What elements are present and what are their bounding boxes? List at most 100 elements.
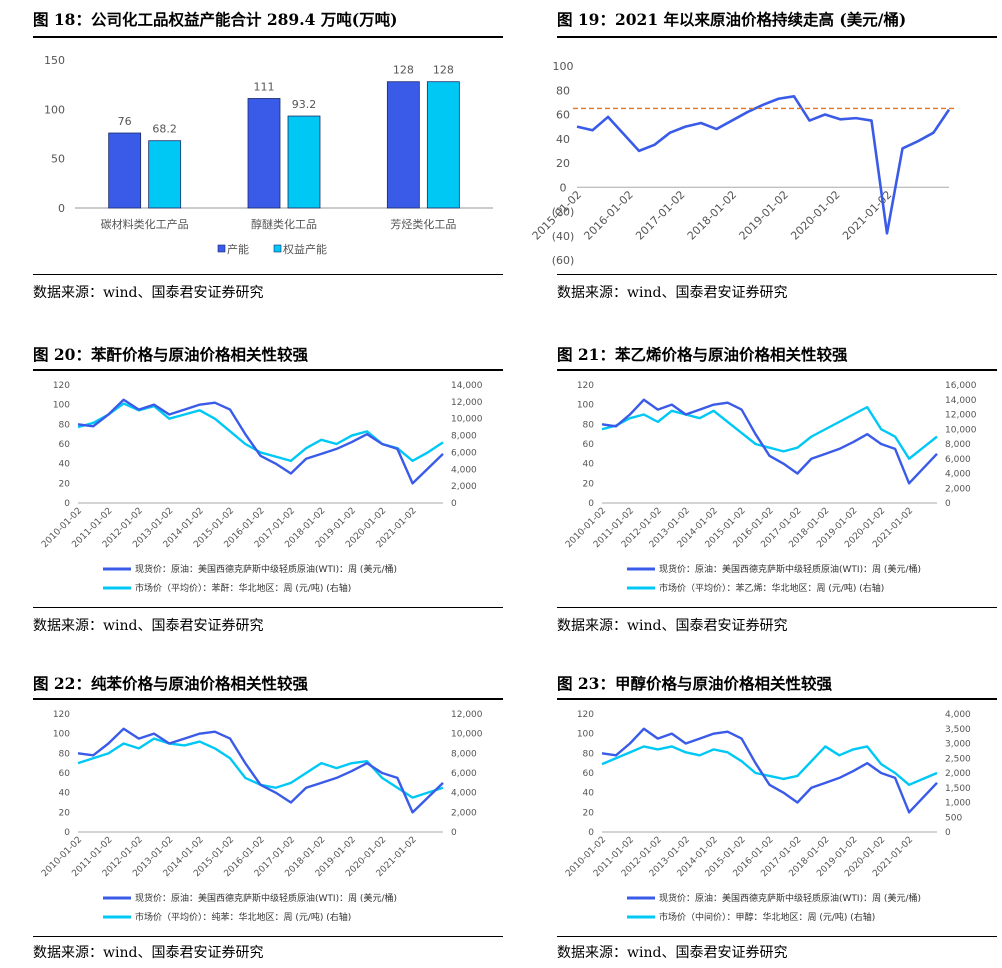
y-left-tick-label: 120 xyxy=(577,710,594,720)
legend-label: 现货价：原油：美国西德克萨斯中级轻质原油(WTI)：周 (美元/桶) xyxy=(135,892,397,904)
legend-label: 市场价（平均价）：苯乙烯：华北地区：周 (元/吨) (右轴) xyxy=(659,582,884,594)
y-right-tick-label: 4,000 xyxy=(451,465,477,475)
source-rule xyxy=(557,274,997,275)
dual-axis-line-chart: 0 20 40 60 80 100 120 0 2,000 4,000 6,000 8,000 10,0… xyxy=(564,381,977,594)
y-tick-label: 80 xyxy=(556,84,570,97)
x-tick-label: 2020-01-02 xyxy=(788,188,842,242)
dual-axis-line-chart: 0 20 40 60 80 100 120 0 2,000 4,000 6,000 8,000 10,0… xyxy=(40,381,483,594)
bar xyxy=(148,140,182,209)
y-left-tick-label: 60 xyxy=(59,769,71,779)
title-rule xyxy=(557,698,997,700)
figure-title: 图 19：2021 年以来原油价格持续走高 (美元/桶) xyxy=(557,10,907,29)
figure-title: 图 23：甲醇价格与原油价格相关性较强 xyxy=(557,674,832,693)
source-rule xyxy=(33,607,503,608)
data-label: 76 xyxy=(118,115,132,128)
y-right-tick-label: 1,500 xyxy=(945,784,971,794)
legend-label: 市场价（平均价）：纯苯：华北地区：周 (元/吨) (右轴) xyxy=(135,911,351,923)
y-right-tick-label: 10,000 xyxy=(945,425,977,435)
bar xyxy=(287,115,321,209)
source-text: 数据来源：wind、国泰君安证券研究 xyxy=(557,618,788,634)
y-right-tick-label: 8,000 xyxy=(451,749,477,759)
title-rule xyxy=(557,36,997,38)
data-label: 128 xyxy=(433,64,454,77)
y-right-tick-label: 14,000 xyxy=(945,396,977,406)
y-right-tick-label: 8,000 xyxy=(945,440,971,450)
y-left-tick-label: 0 xyxy=(588,499,594,509)
source-text: 数据来源：wind、国泰君安证券研究 xyxy=(33,945,264,961)
source-text: 数据来源：wind、国泰君安证券研究 xyxy=(33,285,264,301)
y-left-tick-label: 120 xyxy=(53,710,70,720)
legend-label: 市场价（中间价）：甲醇：华北地区：周 (元/吨) (右轴) xyxy=(659,911,875,923)
y-right-tick-label: 10,000 xyxy=(451,730,483,740)
y-right-tick-label: 12,000 xyxy=(945,411,977,421)
x-tick-label: 2018-01-02 xyxy=(685,188,739,242)
y-left-tick-label: 40 xyxy=(59,460,71,470)
y-tick-label: (40) xyxy=(552,230,575,243)
y-right-tick-label: 2,000 xyxy=(451,808,477,818)
y-right-tick-label: 4,000 xyxy=(945,470,971,480)
title-rule xyxy=(557,369,997,371)
oil-price-line xyxy=(601,398,938,485)
legend-label: 现货价：原油：美国西德克萨斯中级轻质原油(WTI)：周 (美元/桶) xyxy=(659,563,921,575)
bar xyxy=(247,98,281,209)
line-chart: 100806040200(20)(40)(60)2015-01-022016-0… xyxy=(530,60,957,267)
y-left-tick-label: 100 xyxy=(53,730,70,740)
legend-swatch xyxy=(273,244,282,253)
x-tick-label: 芳烃类化工品 xyxy=(390,217,456,231)
y-tick-label: 40 xyxy=(556,133,570,146)
y-right-tick-label: 4,000 xyxy=(451,789,477,799)
figure-title: 图 20：苯酐价格与原油价格相关性较强 xyxy=(33,345,308,364)
y-left-tick-label: 120 xyxy=(577,381,594,391)
source-rule xyxy=(33,936,503,937)
y-right-tick-label: 16,000 xyxy=(945,381,977,391)
y-left-tick-label: 20 xyxy=(583,808,595,818)
product-price-line xyxy=(601,745,938,787)
y-right-tick-label: 6,000 xyxy=(451,769,477,779)
title-rule xyxy=(33,36,503,38)
oil-price-line xyxy=(601,727,938,814)
figure-title: 图 21：苯乙烯价格与原油价格相关性较强 xyxy=(557,345,848,364)
y-right-tick-label: 0 xyxy=(451,499,457,509)
y-right-tick-label: 3,000 xyxy=(945,740,971,750)
x-tick-label: 2021-01-02 xyxy=(840,188,894,242)
product-price-line xyxy=(77,402,444,463)
y-right-tick-label: 10,000 xyxy=(451,415,483,425)
source-rule xyxy=(557,607,997,608)
bar-chart: 0 50 100 150 76 68.2 碳材料类化工产品 111 93.2 醇醚类化工品 128 1… xyxy=(44,54,493,256)
x-tick-label: 2019-01-02 xyxy=(737,188,791,242)
figure-title: 图 18：公司化工品权益产能合计 289.4 万吨(万吨) xyxy=(33,10,398,29)
product-price-line xyxy=(77,737,444,799)
y-right-tick-label: 1,000 xyxy=(945,799,971,809)
y-right-tick-label: 0 xyxy=(945,499,951,509)
y-left-tick-label: 60 xyxy=(583,769,595,779)
legend-label: 权益产能 xyxy=(283,242,327,256)
y-tick-label: 0 xyxy=(560,181,567,194)
y-tick-label: 50 xyxy=(51,153,65,166)
x-tick-label: 2017-01-02 xyxy=(633,188,687,242)
y-left-tick-label: 40 xyxy=(583,460,595,470)
x-tick-label: 2016-01-02 xyxy=(581,188,635,242)
y-left-tick-label: 20 xyxy=(59,808,71,818)
y-left-tick-label: 120 xyxy=(53,381,70,391)
y-right-tick-label: 14,000 xyxy=(451,381,483,391)
y-right-tick-label: 6,000 xyxy=(451,448,477,458)
data-label: 128 xyxy=(393,64,414,77)
y-left-tick-label: 40 xyxy=(583,789,595,799)
y-left-tick-label: 0 xyxy=(64,828,70,838)
data-label: 93.2 xyxy=(292,98,317,111)
product-price-line xyxy=(601,405,938,460)
y-left-tick-label: 60 xyxy=(583,440,595,450)
y-tick-label: 100 xyxy=(44,103,65,116)
y-right-tick-label: 2,000 xyxy=(451,482,477,492)
source-text: 数据来源：wind、国泰君安证券研究 xyxy=(557,285,788,301)
y-right-tick-label: 6,000 xyxy=(945,455,971,465)
bar xyxy=(426,81,460,209)
bar xyxy=(108,132,142,209)
y-right-tick-label: 2,500 xyxy=(945,754,971,764)
y-tick-label: 60 xyxy=(556,109,570,122)
oil-price-line xyxy=(77,398,444,485)
x-tick-label: 碳材料类化工产品 xyxy=(101,217,189,231)
y-right-tick-label: 2,000 xyxy=(945,484,971,494)
y-right-tick-label: 0 xyxy=(451,828,457,838)
y-left-tick-label: 0 xyxy=(588,828,594,838)
